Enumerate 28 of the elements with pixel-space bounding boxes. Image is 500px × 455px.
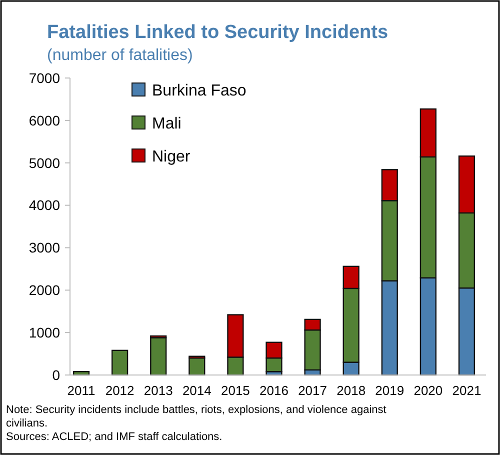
x-tick-label: 2021 (452, 383, 482, 398)
y-tick-label: 5000 (28, 154, 60, 171)
y-tick-label: 0 (52, 366, 60, 383)
legend-label: Burkina Faso (152, 82, 246, 100)
x-tick-label: 2011 (67, 383, 96, 398)
chart-title: Fatalities Linked to Security Incidents (47, 22, 388, 43)
source-note: Sources: ACLED; and IMF staff calculations. (6, 431, 222, 443)
chart-subtitle: (number of fatalities) (47, 47, 193, 64)
bar (112, 350, 128, 376)
x-tick-label: 2016 (260, 383, 288, 398)
x-tick-label: 2020 (414, 383, 443, 398)
y-tick-label: 6000 (28, 112, 60, 128)
x-tick-label: 2017 (298, 383, 328, 398)
x-tick-label: 2014 (182, 383, 212, 398)
y-tick-label: 7000 (28, 70, 60, 86)
x-tick-label: 2013 (144, 383, 173, 398)
x-tick-label: 2018 (336, 383, 366, 398)
legend-label: Niger (152, 148, 191, 166)
x-tick-label: 2012 (105, 383, 134, 398)
y-tick-label: 2000 (28, 282, 60, 298)
y-tick-label: 1000 (28, 324, 60, 340)
x-tick-label: 2019 (375, 383, 404, 398)
bar (150, 337, 167, 376)
y-tick-label: 3000 (28, 240, 60, 256)
y-tick-label: 4000 (28, 197, 60, 214)
text: Note: Security incidents include battles, riots, explosions, and violence against civilians. (6, 404, 386, 430)
x-tick-label: 2015 (220, 383, 250, 398)
legend-label: Mali (152, 116, 182, 133)
